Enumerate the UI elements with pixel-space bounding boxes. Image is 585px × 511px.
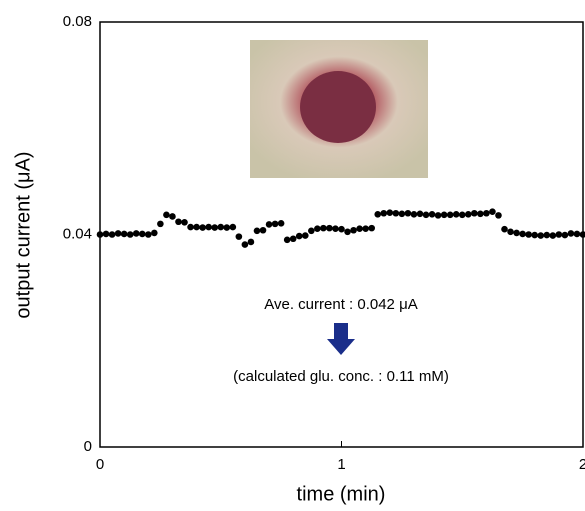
- x-axis-label: time (min): [297, 483, 386, 505]
- data-point: [459, 212, 466, 219]
- data-point: [556, 231, 563, 238]
- photo-eye: [300, 71, 376, 143]
- data-point: [399, 210, 406, 217]
- data-point: [272, 221, 279, 228]
- data-point: [550, 232, 557, 239]
- data-point: [562, 232, 569, 239]
- data-point: [169, 213, 176, 220]
- data-point: [537, 232, 544, 239]
- y-axis-label: output current (μA): [12, 151, 34, 318]
- data-point: [350, 227, 357, 234]
- data-point: [187, 224, 194, 231]
- data-point: [519, 231, 526, 238]
- data-point: [405, 210, 412, 217]
- data-point: [121, 231, 128, 238]
- data-point: [181, 219, 188, 226]
- data-point: [314, 225, 321, 232]
- data-point: [109, 231, 116, 238]
- x-tick-label: 1: [337, 456, 345, 473]
- data-point: [139, 231, 146, 238]
- data-point: [368, 225, 375, 232]
- data-point: [290, 235, 297, 242]
- data-point: [284, 237, 291, 244]
- data-point: [393, 210, 400, 217]
- data-point: [326, 225, 333, 232]
- data-point: [568, 230, 575, 237]
- data-point: [302, 232, 309, 239]
- y-tick-label: 0.04: [63, 225, 92, 242]
- annotation: Ave. current : 0.042 μA: [264, 296, 417, 313]
- data-point: [465, 211, 472, 218]
- page: Ave. current : 0.042 μA (calculated glu.…: [0, 0, 585, 511]
- data-point: [507, 229, 514, 236]
- data-point: [193, 224, 200, 231]
- data-point: [380, 210, 387, 217]
- annotation: (calculated glu. conc. : 0.11 mM): [233, 368, 449, 385]
- data-point: [97, 231, 104, 238]
- data-point: [205, 224, 212, 231]
- data-point: [344, 229, 351, 236]
- chart: Ave. current : 0.042 μA (calculated glu.…: [0, 0, 585, 511]
- data-point: [574, 231, 581, 238]
- data-point: [266, 221, 273, 228]
- data-point: [483, 210, 490, 217]
- data-point: [103, 231, 110, 238]
- data-point: [477, 210, 484, 217]
- data-point: [242, 241, 249, 248]
- data-point: [230, 224, 237, 231]
- data-point: [435, 212, 442, 219]
- x-tick-label: 0: [96, 456, 104, 473]
- data-point: [133, 230, 140, 237]
- data-point: [489, 208, 496, 215]
- data-point: [320, 225, 327, 232]
- data-point: [531, 232, 538, 239]
- data-point: [278, 220, 285, 227]
- data-point: [145, 231, 152, 238]
- data-point: [374, 211, 381, 218]
- data-point: [254, 227, 261, 234]
- arrow: [327, 323, 355, 355]
- data-point: [157, 221, 164, 228]
- data-point: [217, 224, 224, 231]
- data-point: [308, 227, 315, 234]
- data-point: [127, 231, 134, 238]
- data-point: [495, 212, 502, 219]
- data-point: [199, 224, 206, 231]
- data-point: [248, 239, 255, 246]
- data-point: [115, 230, 122, 237]
- data-point: [447, 212, 454, 219]
- data-point: [362, 225, 369, 232]
- data-point: [296, 233, 303, 240]
- y-tick-label: 0.08: [63, 13, 92, 30]
- data-point: [356, 225, 363, 232]
- data-point: [151, 230, 158, 237]
- data-point: [236, 233, 243, 240]
- data-point: [471, 210, 478, 217]
- data-point: [580, 231, 585, 238]
- data-point: [453, 211, 460, 218]
- data-point: [332, 225, 339, 232]
- data-point: [411, 211, 418, 218]
- data-point: [338, 226, 345, 233]
- data-point: [223, 224, 230, 231]
- data-point: [423, 212, 430, 219]
- data-point: [429, 211, 436, 218]
- data-point: [260, 227, 267, 234]
- data-point: [163, 212, 170, 219]
- y-tick-label: 0: [84, 438, 92, 455]
- data-point: [513, 230, 520, 237]
- data-point: [417, 210, 424, 217]
- data-point: [525, 231, 532, 238]
- x-tick-label: 2: [579, 456, 585, 473]
- data-point: [211, 224, 218, 231]
- data-point: [441, 212, 448, 219]
- data-point: [543, 232, 550, 239]
- data-point: [501, 226, 508, 233]
- data-point: [175, 218, 182, 225]
- data-point: [387, 209, 394, 216]
